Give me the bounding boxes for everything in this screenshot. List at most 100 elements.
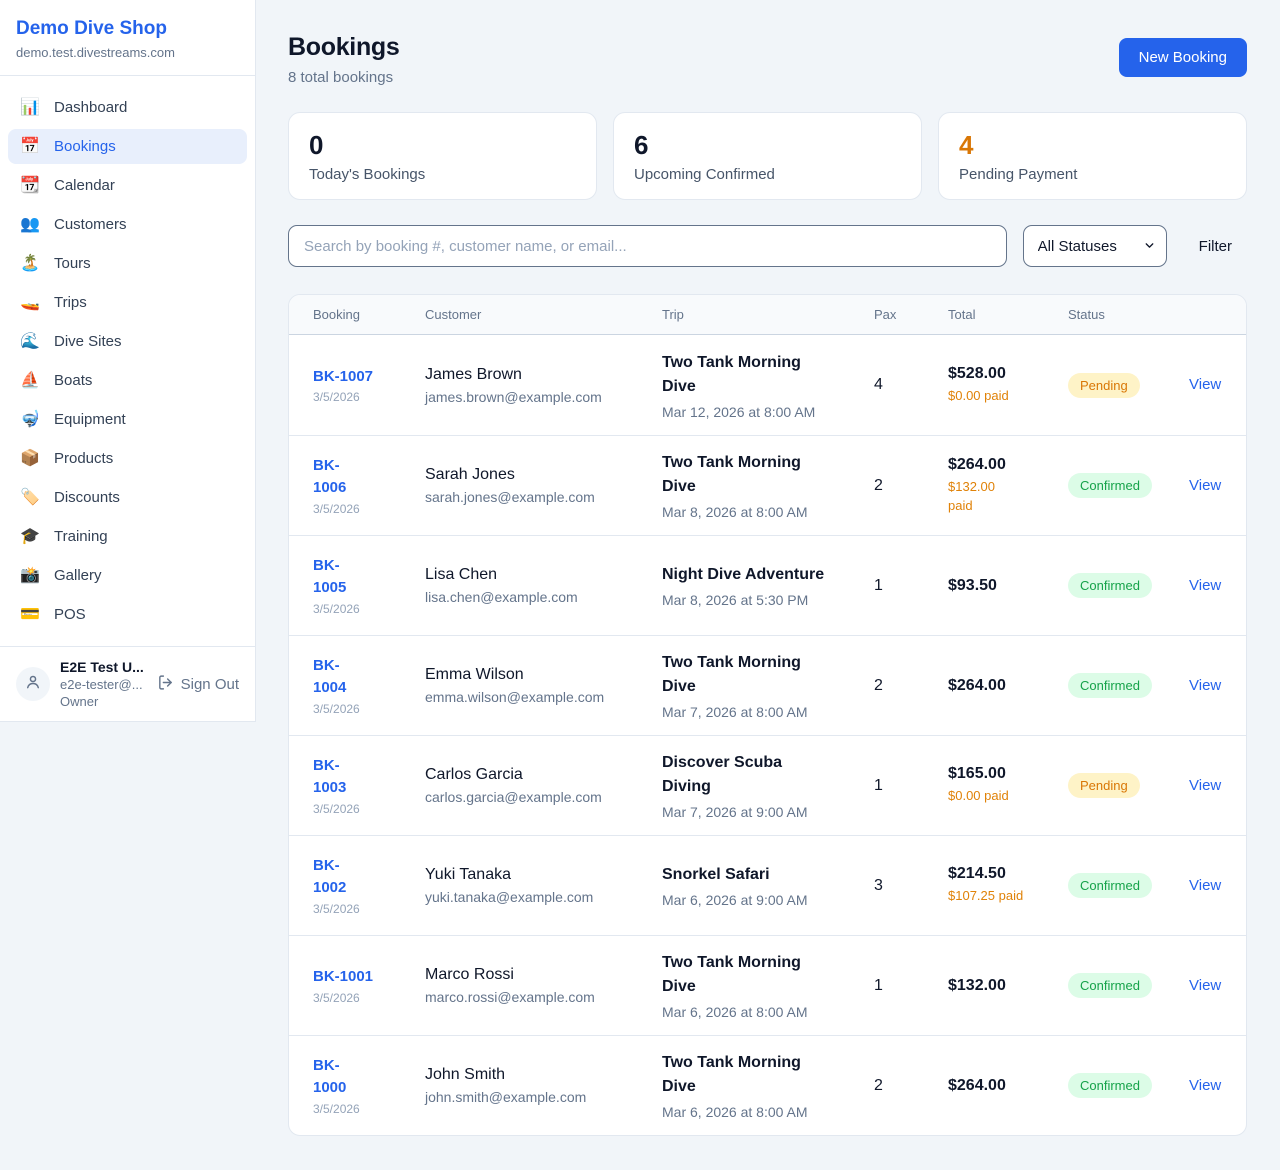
- sidebar-item-dive-sites[interactable]: 🌊 Dive Sites: [8, 324, 247, 359]
- customer-name: Yuki Tanaka: [425, 866, 511, 883]
- customer-email: marco.rossi@example.com: [425, 989, 595, 1005]
- table-row: BK-1007 3/5/2026 James Brown james.brown…: [289, 335, 1246, 435]
- customer-email: carlos.garcia@example.com: [425, 789, 602, 805]
- stat-label: Today's Bookings: [309, 166, 426, 183]
- sidebar-item-boats[interactable]: ⛵ Boats: [8, 363, 247, 398]
- view-link[interactable]: View: [1189, 976, 1222, 994]
- sidebar-nav: 📊 Dashboard 📅 Bookings 📆 Calendar 👥 Cust…: [0, 76, 255, 646]
- sidebar-item-pos[interactable]: 💳 POS: [8, 597, 247, 632]
- sidebar-item-label: Tours: [54, 255, 91, 272]
- booking-id-link[interactable]: BK-1001: [313, 968, 374, 986]
- package-icon: 📦: [20, 449, 40, 467]
- customer-name: James Brown: [425, 365, 522, 383]
- stat-label: Upcoming Confirmed: [634, 166, 775, 183]
- booking-id-link[interactable]: BK-1005: [313, 557, 347, 596]
- island-icon: 🏝️: [20, 254, 40, 272]
- sidebar-item-training[interactable]: 🎓 Training: [8, 519, 247, 554]
- sidebar-item-label: POS: [54, 606, 86, 623]
- sidebar-item-label: Customers: [54, 216, 127, 233]
- pax-count: 3: [874, 876, 883, 894]
- booking-date: 3/5/2026: [313, 901, 360, 916]
- pax-count: 1: [874, 576, 883, 594]
- trip-datetime: Mar 6, 2026 at 8:00 AM: [662, 1004, 808, 1020]
- sidebar-item-gallery[interactable]: 📸 Gallery: [8, 558, 247, 593]
- view-link[interactable]: View: [1189, 876, 1222, 894]
- view-link[interactable]: View: [1189, 1076, 1222, 1094]
- view-link[interactable]: View: [1189, 676, 1222, 694]
- status-badge: Confirmed: [1068, 473, 1152, 498]
- paid-amount: $132.00 paid: [948, 478, 995, 513]
- person-icon: [24, 673, 42, 696]
- shop-name: Demo Dive Shop: [16, 18, 167, 39]
- view-link[interactable]: View: [1189, 776, 1222, 794]
- view-link[interactable]: View: [1189, 576, 1222, 594]
- new-booking-button[interactable]: New Booking: [1118, 38, 1247, 77]
- booking-date: 3/5/2026: [313, 701, 360, 716]
- stat-value: 6: [634, 130, 649, 160]
- pax-count: 4: [874, 376, 883, 393]
- customer-email: sarah.jones@example.com: [425, 489, 595, 505]
- table-row: BK-1006 3/5/2026 Sarah Jones sarah.jones…: [289, 435, 1246, 535]
- sidebar-item-products[interactable]: 📦 Products: [8, 441, 247, 476]
- page-title: Bookings: [288, 33, 400, 61]
- sidebar-item-bookings[interactable]: 📅 Bookings: [8, 129, 247, 164]
- sidebar-item-trips[interactable]: 🚤 Trips: [8, 285, 247, 320]
- trip-title: Night Dive Adventure: [662, 566, 825, 583]
- bookings-table: Booking Customer Trip Pax Total Status B…: [288, 294, 1247, 1136]
- total-amount: $214.50: [948, 865, 1006, 883]
- trip-datetime: Mar 6, 2026 at 9:00 AM: [662, 892, 808, 908]
- trip-title: Two Tank Morning Dive: [662, 1054, 801, 1095]
- trip-title: Two Tank Morning Dive: [662, 654, 801, 695]
- sidebar-item-label: Dive Sites: [54, 333, 122, 350]
- stat-label: Pending Payment: [959, 166, 1078, 183]
- sidebar-item-tours[interactable]: 🏝️ Tours: [8, 246, 247, 281]
- booking-id-link[interactable]: BK-1004: [313, 657, 347, 696]
- search-input[interactable]: [288, 225, 1007, 267]
- graduation-cap-icon: 🎓: [20, 527, 40, 545]
- pax-count: 1: [874, 976, 883, 994]
- customer-email: james.brown@example.com: [425, 388, 602, 405]
- sidebar-item-dashboard[interactable]: 📊 Dashboard: [8, 90, 247, 125]
- customer-name: John Smith: [425, 1066, 506, 1083]
- customer-name: Lisa Chen: [425, 566, 498, 583]
- filter-bar: All Statuses Filter: [288, 225, 1247, 267]
- trip-datetime: Mar 8, 2026 at 5:30 PM: [662, 592, 809, 608]
- trip-title: Two Tank Morning Dive: [662, 454, 801, 495]
- sidebar-item-equipment[interactable]: 🤿 Equipment: [8, 402, 247, 437]
- credit-card-icon: 💳: [20, 605, 40, 623]
- booking-date: 3/5/2026: [313, 501, 360, 516]
- filter-button[interactable]: Filter: [1184, 228, 1247, 265]
- status-filter-select[interactable]: All Statuses: [1022, 225, 1167, 267]
- booking-id-link[interactable]: BK-1007: [313, 367, 374, 385]
- column-header-customer: Customer: [425, 307, 482, 322]
- sign-out-button[interactable]: Sign Out: [157, 674, 239, 695]
- status-badge: Confirmed: [1068, 973, 1152, 998]
- booking-id-link[interactable]: BK-1003: [313, 757, 347, 796]
- view-link[interactable]: View: [1189, 476, 1222, 494]
- sidebar-item-calendar[interactable]: 📆 Calendar: [8, 168, 247, 203]
- sidebar-item-label: Boats: [54, 372, 93, 389]
- tear-off-calendar-icon: 📆: [20, 176, 40, 194]
- booking-id-link[interactable]: BK-1002: [313, 857, 347, 896]
- booking-date: 3/5/2026: [313, 801, 360, 816]
- trip-title: Two Tank Morning Dive: [662, 353, 801, 395]
- trip-datetime: Mar 7, 2026 at 8:00 AM: [662, 704, 808, 720]
- total-amount: $264.00: [948, 1076, 1006, 1094]
- stat-value: 0: [309, 130, 324, 160]
- pax-count: 1: [874, 776, 883, 794]
- trip-title: Two Tank Morning Dive: [662, 954, 801, 995]
- sailboat-icon: ⛵: [20, 371, 40, 389]
- trip-title: Snorkel Safari: [662, 866, 770, 883]
- booking-id-link[interactable]: BK-1006: [313, 457, 347, 496]
- sidebar-item-customers[interactable]: 👥 Customers: [8, 207, 247, 242]
- shop-domain: demo.test.divestreams.com: [16, 45, 175, 60]
- sidebar-item-label: Trips: [54, 294, 87, 311]
- booking-id-link[interactable]: BK-1000: [313, 1057, 347, 1096]
- user-email: e2e-tester@...: [60, 677, 143, 692]
- sidebar-item-label: Calendar: [54, 177, 115, 194]
- booking-date: 3/5/2026: [313, 390, 360, 405]
- column-header-status: Status: [1068, 307, 1105, 322]
- customer-email: yuki.tanaka@example.com: [425, 889, 594, 905]
- view-link[interactable]: View: [1189, 376, 1222, 393]
- sidebar-item-discounts[interactable]: 🏷️ Discounts: [8, 480, 247, 515]
